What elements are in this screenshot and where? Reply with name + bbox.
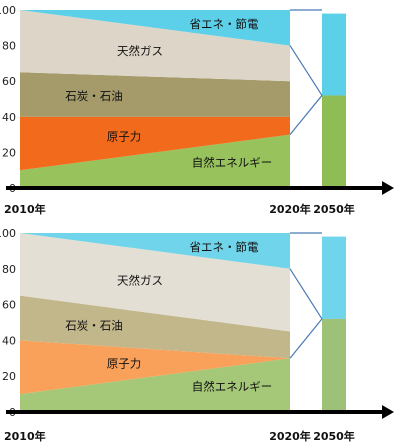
x-tick-label: 2020年 <box>269 202 311 216</box>
connector-lines <box>289 232 323 359</box>
area-series <box>20 10 290 82</box>
area-series <box>20 72 290 117</box>
connector-lines <box>289 9 323 135</box>
y-tick-label: 40 <box>2 111 16 124</box>
y-tick-label: 40 <box>2 334 16 347</box>
series-label: 天然ガス <box>117 273 163 287</box>
y-tick-label: 20 <box>2 146 16 159</box>
bar-2050-segment <box>322 236 346 319</box>
chart-panel-1: 自然エネルギー原子力石炭・石油天然ガス省エネ・節電020406080100201… <box>0 4 394 216</box>
area-series <box>20 295 290 359</box>
series-label: 天然ガス <box>117 44 163 58</box>
chart-panel-2: 自然エネルギー原子力石炭・石油天然ガス省エネ・節電020406080100201… <box>0 227 394 443</box>
area-series <box>20 116 290 171</box>
y-tick-label: 80 <box>2 40 16 53</box>
area-series <box>20 10 290 46</box>
bar-2050-segment <box>322 318 346 412</box>
area-series <box>20 233 290 332</box>
series-label: 石炭・石油 <box>65 318 123 332</box>
x-tick-label: 2010年 <box>4 202 46 216</box>
area-series <box>20 340 290 395</box>
series-label: 原子力 <box>107 129 142 143</box>
y-tick-label: 60 <box>2 75 16 88</box>
bar-2050-segment <box>322 13 346 96</box>
series-label: 自然エネルギー <box>192 156 273 170</box>
y-tick-label: 80 <box>2 263 16 276</box>
series-label: 省エネ・節電 <box>190 17 259 31</box>
x-axis-arrow <box>382 181 394 195</box>
series-label: 石炭・石油 <box>65 89 123 103</box>
y-tick-label: 100 <box>0 4 16 17</box>
area-series <box>20 134 290 188</box>
area-series <box>20 358 290 412</box>
bar-2050-segment <box>322 95 346 188</box>
x-tick-label: 2050年 <box>313 202 355 216</box>
x-tick-label: 2010年 <box>4 429 46 443</box>
series-label: 省エネ・節電 <box>190 240 259 254</box>
x-tick-label: 2020年 <box>269 429 311 443</box>
x-tick-label: 2050年 <box>313 429 355 443</box>
x-axis-arrow <box>382 405 394 419</box>
area-series <box>20 233 290 269</box>
y-tick-label: 60 <box>2 299 16 312</box>
series-label: 自然エネルギー <box>192 380 273 394</box>
series-label: 原子力 <box>107 357 142 371</box>
y-tick-label: 20 <box>2 370 16 383</box>
y-tick-label: 100 <box>0 227 16 240</box>
